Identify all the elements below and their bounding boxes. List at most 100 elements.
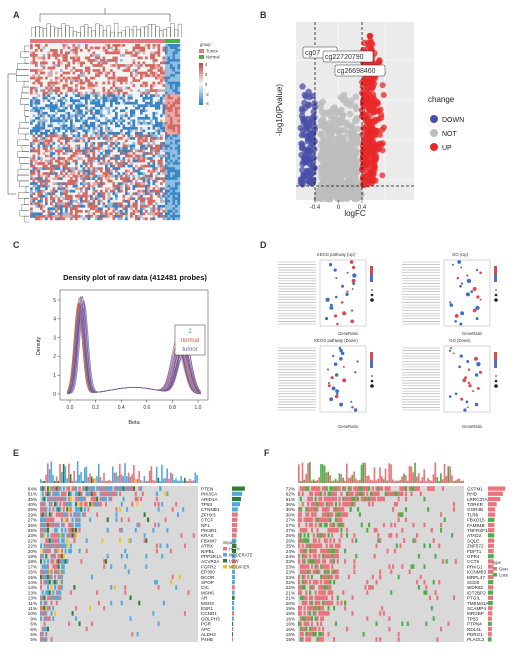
heatmap-cell xyxy=(177,129,181,133)
heatmap-cell xyxy=(35,99,38,103)
mutation-cell xyxy=(69,548,72,554)
mutation-cell xyxy=(180,533,183,538)
mutation-cell xyxy=(73,533,76,538)
enrichment-dot xyxy=(452,352,455,355)
mutation-cell xyxy=(404,491,408,497)
heatmap-cell xyxy=(122,119,126,123)
heatmap-cell xyxy=(177,159,181,163)
heatmap-cell xyxy=(132,61,136,65)
heatmap-cell xyxy=(92,121,96,125)
x-tick-label: 0.2 xyxy=(92,405,99,411)
mutation-cell xyxy=(41,626,44,632)
heatmap-cell xyxy=(107,197,111,201)
dendrogram-branch xyxy=(125,26,130,37)
heatmap-cell xyxy=(167,79,171,82)
heatmap-cell xyxy=(30,76,33,80)
heatmap-cell xyxy=(75,116,78,120)
dendrogram-branch xyxy=(17,151,29,158)
mutation-cell xyxy=(323,512,326,517)
point-not xyxy=(317,194,324,201)
heatmap-cell xyxy=(162,209,166,213)
heatmap-cell xyxy=(110,142,113,145)
heatmap-cell xyxy=(177,142,181,145)
heatmap-cell xyxy=(55,126,58,130)
heatmap-cell xyxy=(122,164,126,168)
heatmap-cell xyxy=(155,116,158,120)
mutation-cell xyxy=(392,507,395,512)
heatmap-cell xyxy=(157,121,161,125)
heatmap-cell xyxy=(127,66,131,70)
oncoplot-grid xyxy=(298,486,464,642)
heatmap-cell xyxy=(107,79,111,82)
heatmap-cell xyxy=(57,197,61,201)
heatmap-cell xyxy=(162,179,166,183)
heatmap-cell xyxy=(110,137,113,140)
frequency-bar xyxy=(232,595,235,600)
heatmap-cell xyxy=(127,121,131,125)
heatmap-cell xyxy=(82,74,86,77)
burden-bar xyxy=(388,463,391,483)
heatmap-cell xyxy=(37,74,41,77)
heatmap-cell xyxy=(150,104,153,108)
point-up xyxy=(366,106,373,113)
mutation-cell xyxy=(318,491,321,497)
heatmap-cell xyxy=(137,157,141,160)
heatmap-cell xyxy=(115,192,118,196)
mutation-cell xyxy=(59,585,62,590)
burden-bar xyxy=(71,480,74,483)
mutation-cell xyxy=(52,579,55,585)
heatmap-cell xyxy=(172,89,176,92)
mutation-cell xyxy=(155,543,158,549)
heatmap-cell xyxy=(87,66,91,70)
heatmap-cell xyxy=(57,129,61,133)
heatmap-cell xyxy=(80,114,83,118)
heatmap-cell xyxy=(142,204,146,208)
panel-e: E 64% PTEN 51% PIK3CA 45% ARID1A 40% TP53 29% CTN… xyxy=(0,448,264,658)
heatmap-cell xyxy=(132,114,136,118)
heatmap-cell xyxy=(47,89,51,92)
heatmap-cell xyxy=(102,174,106,178)
point-down xyxy=(301,99,308,107)
mutation-cell xyxy=(59,569,62,575)
heatmap-cell xyxy=(177,119,181,123)
mutation-cell xyxy=(43,527,46,533)
heatmap-cell xyxy=(162,49,166,52)
heatmap-cell xyxy=(175,109,178,113)
heatmap-cell xyxy=(100,144,103,148)
heatmap-cell xyxy=(102,61,106,65)
heatmap-cell xyxy=(107,149,111,153)
gene-percentage: 15% xyxy=(28,575,37,580)
heatmap-cell xyxy=(55,89,58,92)
dendrogram-branch xyxy=(144,26,149,37)
heatmap-cell xyxy=(137,174,141,178)
heatmap-cell xyxy=(90,149,93,153)
heatmap-cell xyxy=(95,134,98,138)
heatmap-cell xyxy=(57,212,61,216)
burden-bar xyxy=(127,472,130,483)
heatmap-cell xyxy=(167,147,171,150)
heatmap-cell xyxy=(35,91,38,95)
heatmap-cell xyxy=(157,194,161,198)
mutation-cell xyxy=(69,543,72,549)
heatmap-cell xyxy=(147,132,151,135)
heatmap-cell xyxy=(122,172,126,175)
heatmap-cell xyxy=(97,64,101,67)
heatmap-cell xyxy=(162,84,166,87)
heatmap-cell xyxy=(35,149,38,153)
heatmap-cell xyxy=(122,212,126,216)
heatmap-cell xyxy=(135,99,138,103)
heatmap-cell xyxy=(172,64,176,67)
heatmap-cell xyxy=(75,137,78,140)
heatmap-cell xyxy=(42,54,46,57)
heatmap-cell xyxy=(142,137,146,140)
mutation-cell xyxy=(320,501,323,507)
mutation-cell xyxy=(62,538,65,543)
mutation-cell xyxy=(69,507,72,512)
heatmap-cell xyxy=(122,101,126,105)
enrichment-dot xyxy=(458,365,461,369)
heatmap-cell xyxy=(142,51,146,55)
heatmap-cell xyxy=(157,164,161,168)
heatmap-cell xyxy=(105,139,108,143)
mutation-cell xyxy=(362,491,365,497)
legend-swatch-tumor xyxy=(199,49,204,53)
